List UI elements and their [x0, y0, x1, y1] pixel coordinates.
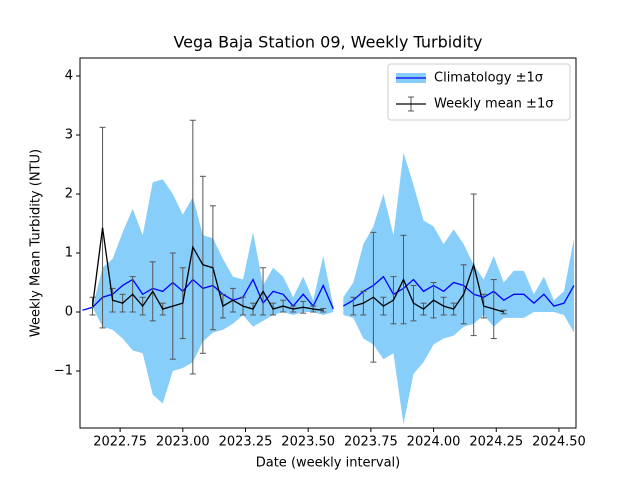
axes-frame [79, 57, 577, 429]
line [91, 227, 504, 313]
legend-box [387, 63, 571, 121]
x-tick-label: 2024.25 [469, 435, 523, 450]
y-tick-label: 0 [65, 305, 73, 320]
y-tick-label: 4 [65, 68, 73, 83]
y-tick-label: −1 [54, 364, 73, 379]
x-tick-label: 2024.50 [532, 435, 586, 450]
line [82, 275, 575, 311]
x-tick-label: 2022.75 [93, 435, 147, 450]
y-tick-label: 2 [65, 186, 73, 201]
y-tick-label: 1 [65, 246, 73, 261]
y-axis-label: Weekly Mean Turbidity (NTU) [29, 149, 44, 337]
y-tick-label: 3 [65, 127, 73, 142]
x-tick-label: 2023.00 [156, 435, 210, 450]
x-tick-label: 2023.75 [344, 435, 398, 450]
x-tick-label: 2023.50 [281, 435, 335, 450]
x-tick-label: 2023.25 [219, 435, 273, 450]
x-axis-label: Date (weekly interval) [256, 456, 401, 471]
legend-label: Weekly mean ±1σ [434, 97, 553, 112]
chart-title: Vega Baja Station 09, Weekly Turbidity [173, 33, 482, 52]
legend-label: Climatology ±1σ [434, 71, 543, 86]
plot-area [82, 119, 575, 425]
x-tick-label: 2024.00 [407, 435, 461, 450]
band [82, 152, 574, 425]
legend: Climatology ±1σ Weekly mean ±1σ [387, 63, 571, 121]
